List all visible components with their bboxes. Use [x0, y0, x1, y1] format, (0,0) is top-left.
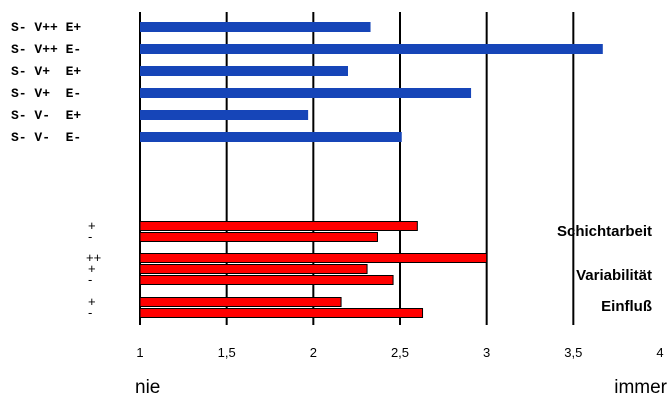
bar-blue: [140, 132, 402, 142]
category-label: S- V- E+: [11, 108, 81, 123]
x-tick-label: 3: [483, 345, 490, 360]
x-tick-label: 2: [310, 345, 317, 360]
category-label: -: [88, 229, 92, 244]
x-tick-label: 1,5: [218, 345, 236, 360]
bar-blue: [140, 110, 309, 120]
x-tick-label: 3,5: [564, 345, 582, 360]
bar-red: [139, 275, 394, 285]
annotation-einfluss: Einfluß: [601, 298, 652, 315]
bar-blue: [140, 88, 472, 98]
bar-red: [139, 308, 424, 318]
bar-blue: [140, 44, 603, 54]
category-label: +: [88, 218, 96, 233]
category-label: +: [88, 261, 96, 276]
category-label: S- V++ E+: [11, 20, 81, 35]
x-tick-labels: 1 1,5 2 2,5 3 3,5 4: [136, 345, 663, 360]
category-label: S- V- E-: [11, 130, 81, 145]
bar-red: [139, 253, 488, 263]
annotation-variabilitaet: Variabilität: [576, 267, 652, 284]
x-tick-label: 2,5: [391, 345, 409, 360]
category-label: ++: [86, 250, 101, 265]
category-label: S- V+ E-: [11, 86, 81, 101]
bar-red: [139, 264, 368, 274]
bar-blue: [140, 22, 371, 32]
bars: [139, 22, 603, 318]
category-label: -: [88, 305, 92, 320]
bar-red: [139, 297, 342, 307]
bar-red: [139, 232, 378, 242]
annotation-schichtarbeit: Schichtarbeit: [557, 223, 652, 240]
category-label: +: [88, 294, 96, 309]
category-labels: S- V++ E+ S- V++ E- S- V+ E+ S- V+ E- S- V- …: [11, 20, 101, 320]
category-label: S- V++ E-: [11, 42, 81, 57]
x-tick-label: 1: [136, 345, 143, 360]
bar-blue: [140, 66, 348, 76]
grid-lines: [139, 12, 575, 325]
x-axis-left-label: nie: [135, 377, 160, 397]
bar-red: [139, 221, 418, 231]
category-label: -: [88, 272, 92, 287]
x-axis-right-label: immer: [614, 377, 667, 397]
x-tick-label: 4: [656, 345, 663, 360]
category-label: S- V+ E+: [11, 64, 81, 79]
